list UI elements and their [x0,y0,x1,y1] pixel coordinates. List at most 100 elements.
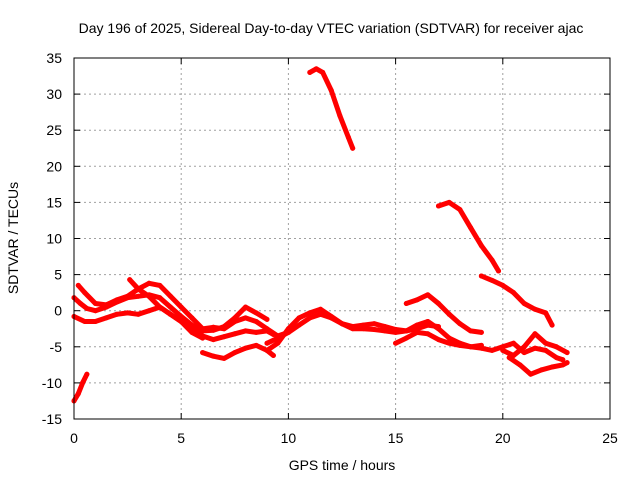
data-point [500,344,506,350]
data-point [360,322,366,328]
data-point [489,347,495,353]
data-point [371,321,377,327]
y-axis-label: SDTVAR / TECUs [5,182,21,294]
series-group [71,66,570,404]
plot-frame [73,57,611,420]
data-point [511,340,517,346]
data-point [296,322,302,328]
data-point [435,300,441,306]
data-point [243,345,249,351]
data-point [345,134,351,140]
data-point [114,297,120,303]
data-point [489,257,495,263]
data-point [210,353,216,359]
series-line-sat-d [75,280,291,339]
data-point [264,340,270,346]
data-point [264,316,270,322]
data-point [200,326,206,332]
data-point [253,342,259,348]
x-tick-label: 25 [602,430,618,446]
data-point [189,329,195,335]
data-point [75,282,81,288]
data-point [393,340,399,346]
data-point [517,362,523,368]
y-tick-label: 0 [54,303,62,319]
data-point [500,347,506,353]
data-point [157,304,163,310]
data-point [307,310,313,316]
y-tick-label: 30 [46,86,62,102]
data-point [371,326,377,332]
data-point [84,371,90,377]
data-point [313,66,319,72]
data-point [528,371,534,377]
data-point [468,225,474,231]
data-point [285,326,291,332]
data-point [506,355,512,361]
x-tick-label: 5 [177,430,185,446]
data-point [543,340,549,346]
data-point [232,331,238,337]
data-point [414,329,420,335]
data-point [435,337,441,343]
data-point [167,304,173,310]
x-axis-label: GPS time / hours [289,457,396,473]
x-tick-label: 0 [70,430,78,446]
data-point [435,324,441,330]
y-tick-label: 5 [54,267,62,283]
data-point [189,315,195,321]
data-point [543,310,549,316]
data-point [270,352,276,358]
data-point [403,335,409,341]
data-point [532,345,538,351]
data-point [264,326,270,332]
data-point [221,326,227,332]
series-line-sat-m [478,273,555,328]
data-point [532,331,538,337]
data-point [80,380,86,386]
data-point [553,344,559,350]
data-point [511,290,517,296]
gridlines [74,58,610,419]
data-point [478,243,484,249]
data-point [232,319,238,325]
data-point [500,282,506,288]
data-point [243,328,249,334]
data-point [446,311,452,317]
data-point [560,357,566,363]
axis-ticks: 0 5 10 15 20 25 -15 -10 -5 0 5 10 15 20 25 30 35 [42,50,618,446]
data-point [521,300,527,306]
data-point [414,326,420,332]
data-point [84,306,90,312]
data-point [253,329,259,335]
y-tick-label: 35 [46,50,62,66]
data-point [414,297,420,303]
data-point [543,347,549,353]
data-point [564,360,570,366]
data-point [296,315,302,321]
data-point [350,324,356,330]
data-point [478,345,484,351]
data-point [125,310,131,316]
data-point [82,319,88,325]
x-tick-label: 20 [495,430,511,446]
data-point [468,344,474,350]
data-point [82,290,88,296]
data-point [457,321,463,327]
data-point [553,355,559,361]
data-point [243,304,249,310]
data-point [103,302,109,308]
data-point [221,334,227,340]
data-point [167,311,173,317]
data-point [92,319,98,325]
data-point [521,350,527,356]
data-point [328,87,334,93]
data-point [146,308,152,314]
data-point [307,315,313,321]
data-point [253,310,259,316]
data-point [178,304,184,310]
data-point [275,340,281,346]
data-point [339,321,345,327]
data-point [560,362,566,368]
data-point [200,350,206,356]
